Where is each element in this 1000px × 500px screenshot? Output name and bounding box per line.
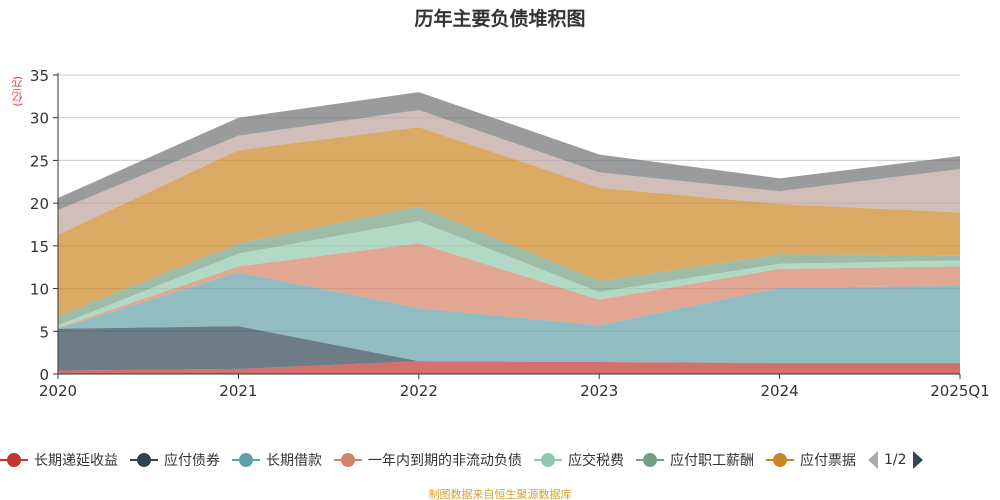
area-series-7 [58, 110, 960, 235]
y-tick-label: 35 [30, 67, 49, 85]
legend-label: 应付职工薪酬 [670, 453, 754, 469]
area-series-1 [58, 326, 960, 371]
area-series-6 [58, 127, 960, 316]
legend-page-label: 1/2 [884, 452, 907, 468]
legend-marker-icon [534, 453, 562, 467]
legend-label: 应付债券 [164, 453, 220, 469]
legend-item[interactable]: 应付债券 [130, 450, 220, 470]
area-series-5 [58, 206, 960, 326]
plot-area: 0 5 10 15 20 25 30 35 2020 2021 2022 2023 2024 2025Q1 [30, 67, 990, 400]
x-tick-label: 2020 [39, 382, 77, 400]
legend-item[interactable]: 应交税费 [534, 450, 624, 470]
area-series-8 [58, 92, 960, 210]
legend-item[interactable]: 应付职工薪酬 [636, 450, 754, 470]
area-series-0 [58, 361, 960, 374]
legend-marker-icon [130, 453, 158, 467]
legend: 长期递延收益 应付债券 长期借款 一年内到期的非流动负债 应交税费 应付职工薪酬 应付票据 1… [0, 449, 1000, 471]
legend-item[interactable]: 一年内到期的非流动负债 [334, 450, 522, 470]
legend-pager: 1/2 [868, 451, 923, 469]
legend-label: 应交税费 [568, 453, 624, 469]
x-tick-label: 2023 [580, 382, 618, 400]
data-source: 制图数据来自恒生聚源数据库 [428, 488, 572, 500]
y-tick-label: 10 [30, 281, 49, 299]
legend-marker-icon [232, 453, 260, 467]
legend-label: 一年内到期的非流动负债 [368, 453, 522, 469]
area-series-3 [58, 243, 960, 329]
legend-marker-icon [636, 453, 664, 467]
legend-marker-icon [334, 453, 362, 467]
legend-marker-icon [766, 453, 794, 467]
x-tick-label: 2022 [400, 382, 438, 400]
legend-item[interactable]: 长期借款 [232, 450, 322, 470]
y-tick-label: 25 [30, 152, 49, 170]
next-page-icon[interactable] [912, 451, 923, 469]
x-tick-label: 2021 [219, 382, 257, 400]
y-tick-label: 15 [30, 238, 49, 256]
area-series-2 [58, 272, 960, 363]
legend-label: 应付票据 [800, 453, 856, 469]
x-tick-label: 2024 [761, 382, 799, 400]
chart-title: 历年主要负债堆积图 [414, 8, 586, 30]
area-series-4 [58, 221, 960, 328]
legend-marker-icon [0, 453, 28, 467]
y-tick-label: 20 [30, 195, 49, 213]
legend-label: 长期递延收益 [34, 453, 118, 469]
y-tick-label: 0 [39, 366, 49, 384]
y-tick-label: 5 [39, 323, 49, 341]
x-tick-label: 2025Q1 [930, 382, 990, 400]
y-tick-label: 30 [30, 110, 49, 128]
legend-item[interactable]: 应付票据 [766, 450, 856, 470]
prev-page-icon[interactable] [868, 451, 878, 469]
legend-item[interactable]: 长期递延收益 [0, 450, 118, 470]
legend-label: 长期借款 [266, 453, 322, 469]
